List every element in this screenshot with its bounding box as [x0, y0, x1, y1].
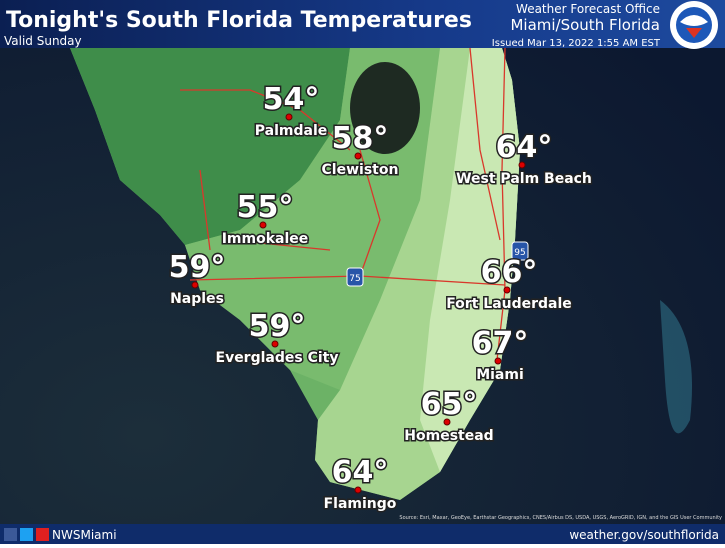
city-name: Miami	[476, 367, 524, 383]
city-name: Everglades City	[216, 350, 339, 366]
zone-cool	[70, 48, 350, 245]
city-name: West Palm Beach	[456, 171, 592, 187]
office-line: Weather Forecast Office	[516, 2, 660, 16]
city-name: Clewiston	[322, 162, 399, 178]
city-dot	[259, 221, 267, 229]
temperature: 54°	[263, 82, 320, 117]
city-dot	[494, 357, 502, 365]
city-dot	[443, 418, 451, 426]
temperature: 58°	[332, 121, 389, 156]
social-icons[interactable]	[4, 528, 49, 541]
city-dot	[285, 113, 293, 121]
temperature: 65°	[421, 387, 478, 422]
city-name: Naples	[170, 291, 224, 307]
city-dot	[354, 152, 362, 160]
office-line: Miami/South Florida	[510, 16, 660, 34]
website-url[interactable]: weather.gov/southflorida	[569, 528, 719, 542]
temperature: 64°	[332, 455, 389, 490]
temperature: 55°	[237, 190, 294, 225]
city-dot	[271, 340, 279, 348]
lake-okeechobee	[350, 62, 420, 154]
header-bar	[0, 0, 725, 48]
social-handle[interactable]: NWSMiami	[52, 528, 117, 542]
city-dot	[503, 286, 511, 294]
temperature: 59°	[249, 309, 306, 344]
city-dot	[518, 161, 526, 169]
title: Tonight's South Florida Temperatures	[6, 8, 472, 33]
zone-warmest	[420, 48, 520, 472]
city-name: Immokalee	[222, 231, 309, 247]
temperature: 64°	[496, 130, 553, 165]
footer-bar	[0, 524, 725, 544]
highway-shield: 75	[346, 267, 364, 287]
attribution: Source: Esri, Maxar, GeoEye, Earthstar G…	[399, 515, 722, 521]
bank	[660, 300, 692, 434]
nws-logo	[670, 1, 718, 49]
city-name: Homestead	[404, 428, 493, 444]
issued-time: Issued Mar 13, 2022 1:55 AM EST	[492, 38, 661, 49]
highway-label: 95	[514, 248, 525, 258]
city-name: Fort Lauderdale	[446, 296, 572, 312]
temperature: 59°	[169, 250, 226, 285]
subtitle: Valid Sunday	[4, 34, 82, 48]
temperature: 67°	[472, 326, 529, 361]
highway-label: 75	[349, 274, 360, 284]
city-name: Flamingo	[324, 496, 397, 512]
city-dot	[191, 281, 199, 289]
highway-shield: 95	[511, 241, 529, 261]
temperature: 66°	[481, 255, 538, 290]
city-dot	[354, 486, 362, 494]
city-name: Palmdale	[255, 123, 327, 139]
